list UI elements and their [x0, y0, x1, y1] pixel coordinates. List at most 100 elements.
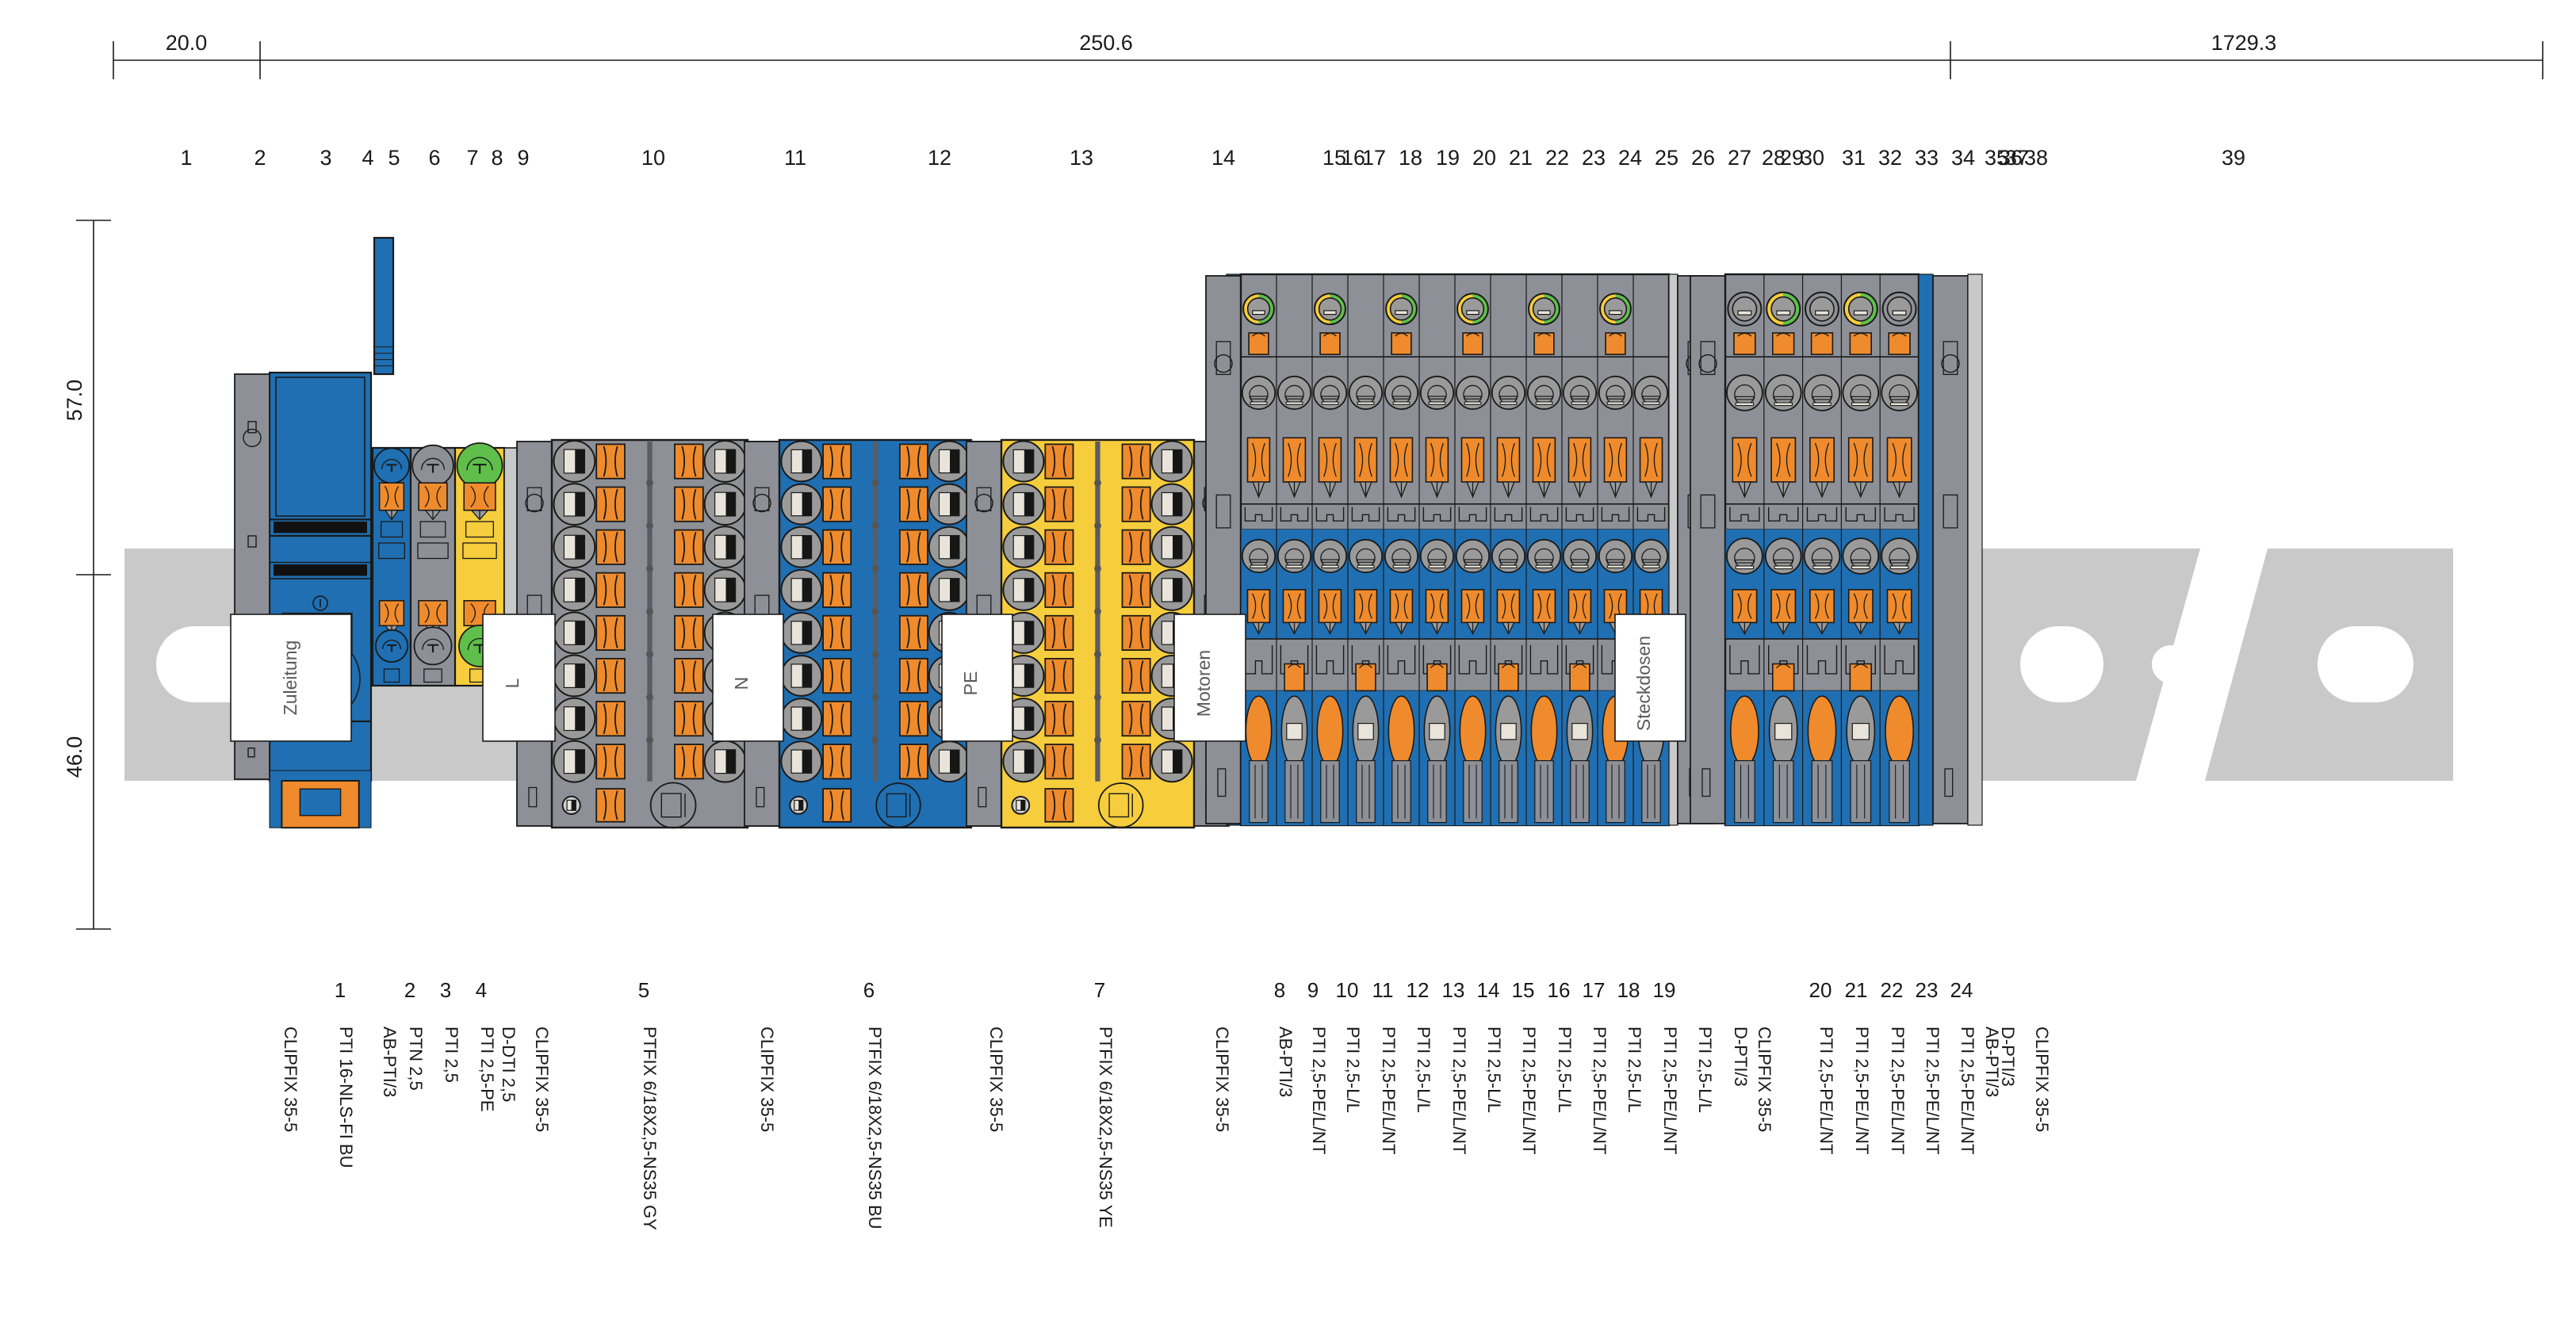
- svg-text:PTI 2,5-PE/L/NT: PTI 2,5-PE/L/NT: [1923, 1027, 1943, 1154]
- svg-text:12: 12: [928, 146, 951, 170]
- svg-text:20.0: 20.0: [166, 31, 208, 55]
- svg-text:13: 13: [1070, 146, 1093, 170]
- svg-text:13: 13: [1442, 978, 1465, 1002]
- svg-text:CLIPFIX 35-5: CLIPFIX 35-5: [281, 1027, 300, 1132]
- svg-text:3: 3: [320, 146, 331, 170]
- svg-text:PTI 2,5-PE/L/NT: PTI 2,5-PE/L/NT: [1816, 1027, 1836, 1154]
- svg-text:PTFIX 6/18X2,5-NS35 YE: PTFIX 6/18X2,5-NS35 YE: [1096, 1027, 1116, 1228]
- svg-text:46.0: 46.0: [63, 736, 86, 778]
- svg-text:23: 23: [1582, 146, 1606, 170]
- svg-text:5: 5: [388, 146, 400, 170]
- svg-text:10: 10: [641, 146, 665, 170]
- svg-text:PTI 2,5-L/L: PTI 2,5-L/L: [1695, 1027, 1715, 1113]
- svg-text:CLIPFIX 35-5: CLIPFIX 35-5: [757, 1027, 777, 1132]
- svg-text:CLIPFIX 35-5: CLIPFIX 35-5: [986, 1027, 1006, 1132]
- svg-text:11: 11: [1372, 978, 1394, 1002]
- svg-text:20: 20: [1809, 978, 1832, 1002]
- svg-text:PTI 2,5-L/L: PTI 2,5-L/L: [1625, 1027, 1644, 1113]
- svg-text:16: 16: [1548, 978, 1571, 1002]
- svg-text:22: 22: [1881, 978, 1904, 1002]
- svg-text:15: 15: [1512, 978, 1535, 1002]
- svg-text:1: 1: [335, 978, 346, 1002]
- svg-text:14: 14: [1211, 146, 1235, 170]
- svg-text:39: 39: [2222, 146, 2245, 170]
- svg-text:6: 6: [863, 978, 875, 1002]
- svg-text:17: 17: [1583, 978, 1606, 1002]
- svg-text:CLIPFIX 35-5: CLIPFIX 35-5: [1755, 1027, 1774, 1132]
- svg-text:17: 17: [1362, 146, 1386, 170]
- svg-text:57.0: 57.0: [63, 380, 86, 422]
- svg-text:22: 22: [1545, 146, 1569, 170]
- svg-text:PTI 2,5-PE/L/NT: PTI 2,5-PE/L/NT: [1660, 1027, 1680, 1154]
- svg-text:2: 2: [404, 978, 415, 1002]
- svg-text:32: 32: [1878, 146, 1902, 170]
- svg-text:7: 7: [466, 146, 478, 170]
- svg-text:Steckdosen: Steckdosen: [1633, 636, 1654, 731]
- svg-text:9: 9: [517, 146, 529, 170]
- svg-text:PTI 2,5-PE/L/NT: PTI 2,5-PE/L/NT: [1519, 1027, 1539, 1154]
- svg-text:PTI 2,5-PE: PTI 2,5-PE: [477, 1027, 497, 1112]
- svg-text:3: 3: [440, 978, 451, 1002]
- svg-text:20: 20: [1472, 146, 1496, 170]
- svg-text:21: 21: [1509, 146, 1533, 170]
- svg-text:PTI 2,5: PTI 2,5: [442, 1027, 461, 1083]
- svg-text:5: 5: [638, 978, 649, 1002]
- svg-text:30: 30: [1801, 146, 1824, 170]
- svg-text:10: 10: [1336, 978, 1359, 1002]
- svg-text:PTI 2,5-PE/L/NT: PTI 2,5-PE/L/NT: [1888, 1027, 1908, 1154]
- svg-text:25: 25: [1655, 146, 1678, 170]
- svg-text:4: 4: [476, 978, 487, 1002]
- svg-text:PE: PE: [960, 671, 981, 696]
- svg-text:AB-PTI/3: AB-PTI/3: [380, 1027, 400, 1097]
- svg-text:D-PTI/3: D-PTI/3: [1998, 1027, 2018, 1087]
- svg-text:8: 8: [491, 146, 503, 170]
- svg-text:PTN 2,5: PTN 2,5: [406, 1027, 426, 1091]
- svg-text:PTI 2,5-L/L: PTI 2,5-L/L: [1343, 1027, 1363, 1113]
- svg-text:PTI 2,5-PE/L/NT: PTI 2,5-PE/L/NT: [1958, 1027, 1977, 1154]
- svg-text:CLIPFIX 35-5: CLIPFIX 35-5: [2032, 1027, 2052, 1132]
- svg-text:250.6: 250.6: [1079, 31, 1133, 55]
- svg-text:1: 1: [180, 146, 192, 170]
- svg-text:8: 8: [1274, 978, 1285, 1002]
- svg-text:D-DTI 2,5: D-DTI 2,5: [499, 1027, 519, 1102]
- svg-text:26: 26: [1691, 146, 1715, 170]
- svg-text:CLIPFIX 35-5: CLIPFIX 35-5: [532, 1027, 552, 1132]
- svg-text:PTI 2,5-PE/L/NT: PTI 2,5-PE/L/NT: [1309, 1027, 1329, 1154]
- svg-text:Zuleitung: Zuleitung: [280, 640, 300, 716]
- svg-text:PTI 2,5-PE/L/NT: PTI 2,5-PE/L/NT: [1449, 1027, 1469, 1154]
- svg-text:24: 24: [1618, 146, 1642, 170]
- svg-text:PTI 2,5-L/L: PTI 2,5-L/L: [1484, 1027, 1504, 1113]
- svg-text:34: 34: [1951, 146, 1975, 170]
- svg-text:D-PTI/3: D-PTI/3: [1731, 1027, 1751, 1087]
- svg-text:L: L: [502, 678, 522, 688]
- svg-text:21: 21: [1845, 978, 1868, 1002]
- svg-text:PTFIX 6/18X2,5-NS35 GY: PTFIX 6/18X2,5-NS35 GY: [640, 1027, 660, 1230]
- svg-text:PTI 2,5-PE/L/NT: PTI 2,5-PE/L/NT: [1590, 1027, 1610, 1154]
- svg-text:31: 31: [1842, 146, 1866, 170]
- svg-text:4: 4: [362, 146, 373, 170]
- svg-text:2: 2: [254, 146, 266, 170]
- svg-text:27: 27: [1728, 146, 1751, 170]
- svg-text:33: 33: [1915, 146, 1939, 170]
- svg-text:PTI 2,5-L/L: PTI 2,5-L/L: [1414, 1027, 1433, 1113]
- svg-text:AB-PTI/3: AB-PTI/3: [1276, 1027, 1296, 1097]
- svg-text:19: 19: [1436, 146, 1460, 170]
- svg-text:1729.3: 1729.3: [2211, 31, 2277, 55]
- svg-text:PTFIX 6/18X2,5-NS35 BU: PTFIX 6/18X2,5-NS35 BU: [865, 1027, 885, 1229]
- svg-text:14: 14: [1477, 978, 1500, 1002]
- svg-text:18: 18: [1399, 146, 1422, 170]
- svg-text:Motoren: Motoren: [1193, 650, 1214, 717]
- svg-text:23: 23: [1916, 978, 1939, 1002]
- svg-text:24: 24: [1950, 978, 1973, 1002]
- svg-text:6: 6: [428, 146, 440, 170]
- svg-text:19: 19: [1653, 978, 1676, 1002]
- svg-text:N: N: [731, 677, 752, 690]
- svg-text:7: 7: [1094, 978, 1105, 1002]
- svg-text:PTI 2,5-PE/L/NT: PTI 2,5-PE/L/NT: [1379, 1027, 1399, 1154]
- svg-text:18: 18: [1617, 978, 1640, 1002]
- svg-text:12: 12: [1407, 978, 1430, 1002]
- svg-text:PTI 2,5-L/L: PTI 2,5-L/L: [1555, 1027, 1575, 1113]
- svg-text:11: 11: [784, 146, 806, 170]
- svg-text:PTI 2,5-PE/L/NT: PTI 2,5-PE/L/NT: [1852, 1027, 1872, 1154]
- svg-text:PTI 16-NLS-FI BU: PTI 16-NLS-FI BU: [336, 1027, 356, 1168]
